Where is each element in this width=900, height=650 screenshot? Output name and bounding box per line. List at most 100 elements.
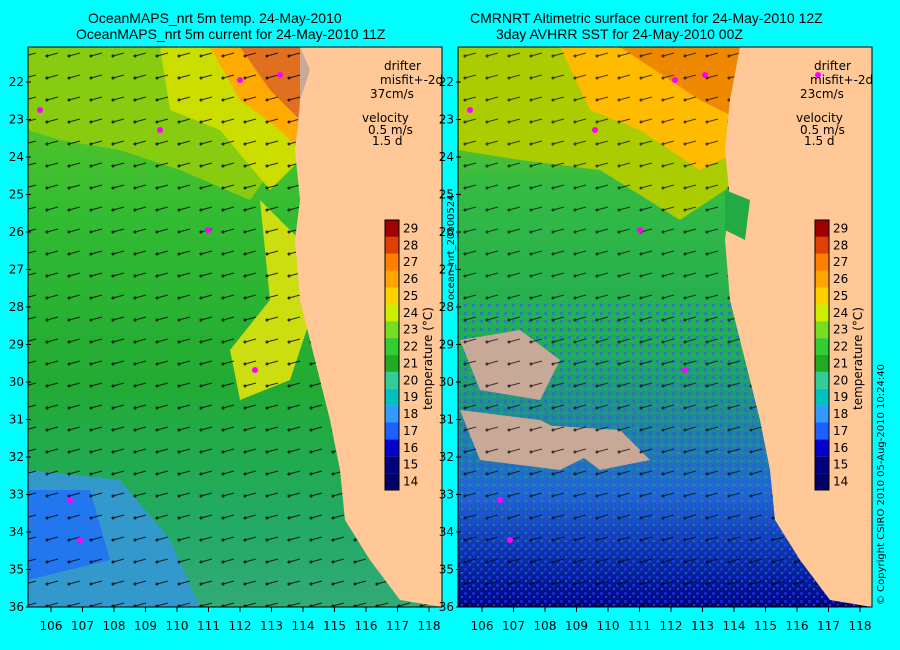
latitude-tick-label: 34 (439, 525, 454, 539)
left-colorbar: 14 15 16 17 18 19 20 21 22 23 24 25 26 27 28 29 (384, 219, 418, 491)
colorbar-swatch (815, 338, 829, 355)
latitude-tick-label: 27 (439, 263, 454, 277)
colorbar-tick-label: 22 (403, 340, 418, 354)
left-velocity-label: velocity (362, 111, 409, 125)
right-map-panel (458, 47, 872, 607)
colorbar-swatch (385, 473, 399, 490)
latitude-tick-label: 25 (9, 188, 24, 202)
longitude-tick-label: 114 (292, 619, 315, 633)
latitude-tick-label: 35 (9, 563, 24, 577)
latitude-tick-label: 36 (9, 600, 24, 614)
colorbar-swatch (385, 236, 399, 254)
colorbar-swatch (385, 439, 399, 457)
run-id-label: ocean_nrt_20100524 (446, 194, 457, 300)
colorbar-swatch (815, 405, 829, 423)
latitude-tick-label: 22 (9, 75, 24, 89)
colorbar-tick-label: 22 (833, 340, 848, 354)
colorbar-swatch (385, 456, 399, 474)
latitude-tick-label: 30 (439, 375, 454, 389)
colorbar-tick-label: 28 (833, 238, 848, 252)
longitude-tick-label: 118 (849, 619, 872, 633)
latitude-tick-label: 36 (439, 600, 454, 614)
colorbar-swatch (385, 287, 399, 305)
latitude-tick-label: 28 (439, 300, 454, 314)
longitude-tick-label: 108 (534, 619, 557, 633)
longitude-tick-label: 109 (565, 619, 588, 633)
colorbar-swatch (385, 371, 399, 389)
left-colorbar-label: temperature (°C) (421, 307, 435, 410)
colorbar-tick-label: 19 (403, 390, 418, 404)
latitude-tick-label: 35 (439, 563, 454, 577)
colorbar-tick-label: 18 (833, 407, 848, 421)
colorbar-tick-label: 27 (403, 255, 418, 269)
colorbar-swatch (815, 304, 829, 322)
colorbar-swatch (815, 456, 829, 474)
latitude-tick-label: 27 (9, 263, 24, 277)
colorbar-tick-label: 26 (833, 272, 848, 286)
colorbar-swatch (385, 355, 399, 372)
colorbar-tick-label: 25 (833, 289, 848, 303)
colorbar-tick-label: 17 (403, 424, 418, 438)
left-drifter-speed: 37cm/s (370, 87, 414, 101)
colorbar-tick-label: 29 (403, 221, 418, 235)
colorbar-tick-label: 27 (833, 255, 848, 269)
colorbar-swatch (385, 270, 399, 288)
colorbar-tick-label: 21 (833, 356, 848, 370)
colorbar-swatch (385, 304, 399, 322)
longitude-tick-label: 117 (386, 619, 409, 633)
right-velocity-label: velocity (796, 111, 843, 125)
latitude-tick-label: 34 (9, 525, 24, 539)
colorbar-tick-label: 24 (833, 306, 848, 320)
colorbar-swatch (815, 422, 829, 440)
colorbar-swatch (815, 388, 829, 406)
right-longitude-axis: 106 107 108 109 110 111 112 113 114 115 116 117 118 (471, 607, 872, 633)
colorbar-tick-label: 23 (403, 323, 418, 337)
longitude-tick-label: 113 (691, 619, 714, 633)
right-velocity-time: 1.5 d (804, 134, 835, 148)
right-velocity-value: 0.5 m/s (800, 123, 845, 137)
right-misfit-label: misfit+-2d (810, 73, 873, 87)
longitude-tick-label: 106 (471, 619, 494, 633)
right-colorbar: 14 15 16 17 18 19 20 21 22 23 24 25 26 27 28 29 (814, 219, 848, 491)
colorbar-tick-label: 20 (833, 373, 848, 387)
colorbar-swatch (815, 355, 829, 372)
colorbar-tick-label: 14 (833, 475, 848, 489)
colorbar-swatch (815, 439, 829, 457)
latitude-tick-label: 29 (9, 338, 24, 352)
left-velocity-time: 1.5 d (372, 134, 403, 148)
left-title-line2: OceanMAPS_nrt 5m current for 24-May-2010… (76, 26, 386, 42)
longitude-tick-label: 107 (71, 619, 94, 633)
colorbar-tick-label: 25 (403, 289, 418, 303)
left-map-panel (28, 47, 442, 607)
latitude-tick-label: 33 (9, 488, 24, 502)
longitude-tick-label: 107 (502, 619, 525, 633)
colorbar-tick-label: 24 (403, 306, 418, 320)
colorbar-swatch (815, 287, 829, 305)
longitude-tick-label: 112 (229, 619, 252, 633)
longitude-tick-label: 115 (754, 619, 777, 633)
latitude-tick-label: 22 (439, 75, 454, 89)
colorbar-swatch (815, 321, 829, 339)
longitude-tick-label: 110 (597, 619, 620, 633)
colorbar-swatch (815, 220, 829, 237)
colorbar-swatch (815, 253, 829, 271)
latitude-tick-label: 29 (439, 338, 454, 352)
right-colorbar-label: temperature (°C) (851, 307, 865, 410)
colorbar-swatch (815, 236, 829, 254)
right-title-line2: 3day AVHRR SST for 24-May-2010 00Z (496, 26, 743, 42)
colorbar-swatch (385, 220, 399, 237)
colorbar-swatch (815, 371, 829, 389)
right-latitude-axis: 22 23 24 25 26 27 28 29 30 31 32 33 34 35 36 (439, 75, 461, 614)
colorbar-tick-label: 18 (403, 407, 418, 421)
left-title-line1: OceanMAPS_nrt 5m temp. 24-May-2010 (88, 10, 342, 26)
latitude-tick-label: 24 (9, 150, 24, 164)
latitude-tick-label: 24 (439, 150, 454, 164)
latitude-tick-label: 25 (439, 188, 454, 202)
colorbar-tick-label: 17 (833, 424, 848, 438)
left-drifter-label: drifter (384, 59, 421, 73)
longitude-tick-label: 116 (786, 619, 809, 633)
longitude-tick-label: 110 (166, 619, 189, 633)
colorbar-tick-label: 26 (403, 272, 418, 286)
latitude-tick-label: 23 (439, 113, 454, 127)
